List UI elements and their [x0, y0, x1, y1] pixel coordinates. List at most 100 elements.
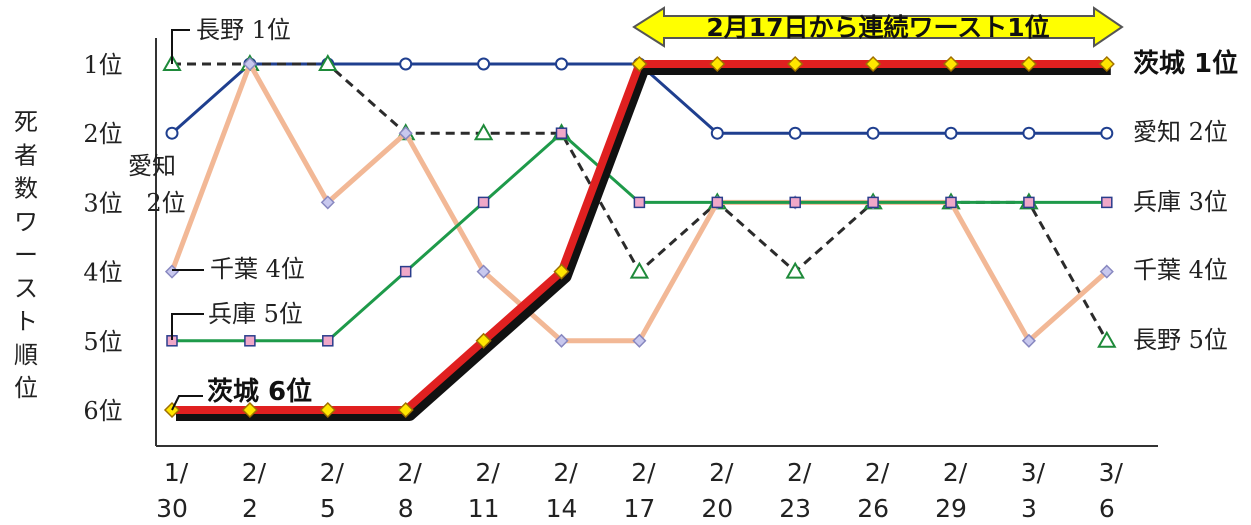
series-start-label: 長野 1位 [196, 16, 291, 44]
annotation-text: 2月17日から連続ワースト1位 [706, 13, 1049, 42]
series-line-shadow [176, 63, 1111, 421]
y-axis-title-char: ト [14, 308, 38, 336]
data-point-marker [709, 55, 726, 73]
series-line-hyogo [172, 131, 1107, 343]
series-end-label: 茨城 1位 [1133, 48, 1238, 79]
data-point-marker [397, 401, 414, 419]
data-point-marker [319, 401, 336, 419]
x-tick-label: 2/ [943, 458, 968, 487]
x-tick-label: 2/ [398, 458, 423, 487]
annotation-banner: 2月17日から連続ワースト1位 [632, 6, 1124, 48]
y-axis-title-char: ス [14, 274, 38, 302]
data-point-marker [476, 264, 491, 279]
x-tick-label: 2/ [709, 458, 734, 487]
data-point-marker [320, 195, 335, 210]
data-point-marker [1101, 196, 1113, 209]
y-axis-title-char: 位 [14, 374, 38, 402]
data-point-marker [1023, 196, 1035, 209]
x-tick-label: 2 [242, 494, 258, 523]
data-point-marker [711, 196, 724, 209]
series-end-label: 愛知 2位 [1133, 118, 1228, 146]
series-start-label: 愛知 [128, 152, 176, 180]
data-point-marker [945, 196, 957, 209]
data-point-marker [631, 55, 648, 73]
data-point-marker [244, 335, 256, 347]
series-end-label: 千葉 4位 [1133, 256, 1228, 284]
x-tick-labels: 1/30 2/2 2/5 2/8 2/11 2/14 2/17 2/20 2/23 2/26 2/2… [156, 458, 1123, 523]
series-end-label: 長野 5位 [1133, 326, 1228, 354]
data-point-marker [633, 196, 646, 209]
start-label-leader [171, 395, 203, 411]
x-tick-label: 2/ [787, 458, 812, 487]
data-point-marker [473, 123, 494, 141]
data-point-marker [710, 126, 724, 140]
series-start-label: 千葉 4位 [210, 255, 305, 283]
series-start-label: 兵庫 5位 [208, 300, 303, 328]
data-point-marker [555, 127, 568, 139]
y-tick-label: 5位 [83, 328, 122, 356]
data-point-marker [554, 333, 569, 348]
series-line-ibaraki [172, 60, 1107, 414]
x-tick-label: 2/ [631, 458, 656, 487]
data-point-marker [789, 196, 801, 209]
x-tick-label: 3/ [1099, 458, 1124, 487]
x-tick-label: 14 [546, 494, 578, 523]
series-lines [162, 53, 1117, 421]
data-point-marker [553, 263, 570, 280]
data-point-marker [477, 196, 490, 209]
data-point-marker [242, 56, 257, 72]
data-point-marker [241, 401, 258, 419]
data-point-marker [944, 126, 958, 140]
data-point-marker [785, 261, 805, 279]
data-point-marker [629, 261, 650, 279]
x-tick-label: 2/ [320, 458, 345, 487]
data-point-marker [477, 57, 491, 71]
x-tick-label: 1/ [164, 458, 189, 487]
data-point-marker [1022, 126, 1036, 140]
start-label-leader [171, 29, 190, 64]
data-point-marker [866, 126, 880, 140]
data-point-marker [322, 335, 334, 347]
data-point-marker [398, 126, 413, 141]
series-start-label: 茨城 6位 [207, 376, 312, 407]
y-axis-title-char: ワ [14, 208, 38, 236]
y-axis-title-char: 死 [14, 108, 38, 136]
data-point-marker [865, 55, 882, 73]
x-tick-label: 2/ [242, 458, 267, 487]
data-point-marker [165, 126, 179, 140]
data-point-marker [788, 126, 802, 140]
y-axis-title-char: ー [14, 241, 38, 269]
data-point-marker [399, 57, 413, 71]
x-tick-label: 3/ [1021, 458, 1046, 487]
y-axis-title-char: 数 [14, 175, 38, 203]
series-end-label: 兵庫 3位 [1133, 188, 1228, 216]
y-axis-title-char: 順 [14, 341, 38, 369]
data-point-marker [1097, 330, 1117, 348]
axes [155, 38, 1158, 447]
data-point-marker [787, 55, 804, 73]
x-tick-label: 20 [701, 494, 733, 523]
data-point-marker [1098, 55, 1115, 73]
data-point-marker [867, 196, 879, 209]
x-tick-label: 29 [935, 494, 967, 523]
data-point-marker [475, 332, 492, 349]
x-tick-label: 5 [320, 494, 336, 523]
y-tick-label: 3位 [83, 189, 122, 217]
x-tick-label: 6 [1099, 494, 1115, 523]
data-point-marker [942, 55, 960, 73]
x-tick-label: 8 [398, 494, 414, 523]
x-tick-label: 30 [156, 494, 188, 523]
x-tick-label: 23 [779, 494, 811, 523]
x-tick-label: 2/ [553, 458, 578, 487]
x-tick-label: 2/ [475, 458, 500, 487]
x-tick-label: 11 [468, 494, 500, 523]
data-point-marker [1099, 264, 1114, 279]
x-tick-label: 3 [1021, 494, 1037, 523]
data-point-marker [1100, 126, 1114, 140]
y-tick-label: 4位 [83, 259, 122, 287]
y-tick-label: 2位 [83, 120, 122, 148]
data-point-marker [632, 333, 647, 348]
